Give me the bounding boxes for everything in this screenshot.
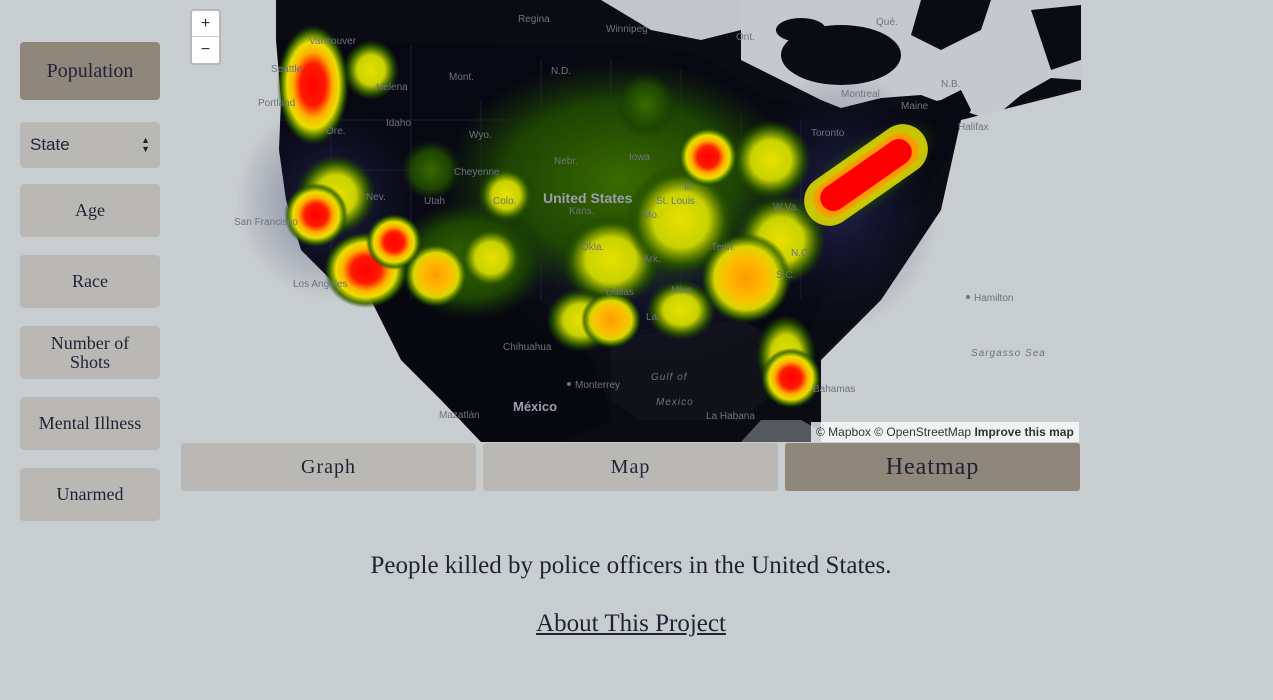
map-label-iowa: Iowa: [629, 152, 651, 163]
mapbox-attribution-link[interactable]: © Mapbox: [816, 425, 871, 439]
map-label-ont: Ont.: [736, 32, 755, 43]
tab-graph[interactable]: Graph: [181, 443, 476, 491]
osm-attribution-link[interactable]: © OpenStreetMap: [874, 425, 972, 439]
map-label-mont: Mont.: [449, 72, 474, 83]
map-label-maine: Maine: [901, 101, 929, 112]
map-label-colo: Colo.: [493, 196, 516, 207]
map-label-regina: Regina: [518, 14, 550, 25]
map-label-dallas: Dallas: [606, 287, 634, 298]
tab-heatmap[interactable]: Heatmap: [785, 443, 1080, 491]
map-label-nc: N.C.: [791, 248, 811, 259]
map-label-halifax: Halifax: [958, 122, 989, 133]
unarmed-button[interactable]: Unarmed: [20, 468, 160, 521]
map-label-mo: Mo.: [643, 210, 660, 221]
map-label-los-angeles: Los Angeles: [293, 279, 348, 290]
map-label-seattle: Seattle: [271, 64, 303, 75]
race-button[interactable]: Race: [20, 255, 160, 308]
map-label-nb: N.B.: [941, 79, 960, 90]
map-label-la-habana: La Habana: [706, 411, 755, 422]
map-label-winnipeg: Winnipeg: [606, 24, 648, 35]
map-label-gulf: Gulf of: [651, 372, 688, 383]
map-label-que: Qué.: [876, 17, 898, 28]
map-attribution: © Mapbox © OpenStreetMap Improve this ma…: [811, 422, 1079, 442]
map-label-mazatlan: Mazatlán: [439, 410, 480, 421]
map-label-san-francisco: San Francisco: [234, 217, 298, 228]
about-project-link[interactable]: About This Project: [536, 610, 726, 637]
map-label-st-louis: St. Louis: [656, 196, 695, 207]
mental-illness-button[interactable]: Mental Illness: [20, 397, 160, 450]
improve-map-link[interactable]: Improve this map: [974, 425, 1074, 439]
map-label-portland: Portland: [258, 98, 295, 109]
map-label-gulf-mexico: Mexico: [656, 397, 694, 408]
map-label-vancouver: Vancouver: [309, 36, 357, 47]
map-label-united-states: United States: [543, 190, 633, 206]
map-label-monterrey: Monterrey: [575, 380, 620, 391]
map-label-montreal: Montreal: [841, 89, 880, 100]
zoom-out-button[interactable]: −: [200, 41, 211, 58]
view-tabs: Graph Map Heatmap: [181, 443, 1081, 491]
heatmap-map[interactable]: Regina Winnipeg Ont. Qué. Vancouver Seat…: [181, 0, 1081, 442]
map-label-helena: Helena: [376, 82, 408, 93]
map-label-nev: Nev.: [366, 192, 386, 203]
select-arrows-icon: ▲ ▼: [141, 135, 150, 154]
map-label-miss: Miss.: [671, 285, 694, 296]
map-label-okla: Okla.: [581, 242, 604, 253]
map-label-toronto: Toronto: [811, 128, 845, 139]
map-label-ill: Ill.: [684, 182, 694, 193]
map-label-ore: Ore.: [326, 126, 345, 137]
state-select-value: State: [30, 135, 70, 154]
number-of-shots-button[interactable]: Number of Shots: [20, 326, 160, 379]
map-label-cheyenne: Cheyenne: [454, 167, 500, 178]
tab-map[interactable]: Map: [483, 443, 778, 491]
zoom-controls: + −: [191, 10, 220, 64]
population-button[interactable]: Population: [20, 42, 160, 100]
map-label-ark: Ark.: [643, 254, 661, 265]
map-label-utah: Utah: [424, 196, 445, 207]
map-label-sargasso: Sargasso Sea: [971, 348, 1046, 359]
page-caption: People killed by police officers in the …: [370, 552, 892, 579]
heatmap-layer: [277, 25, 942, 408]
state-select[interactable]: State ▲ ▼: [20, 122, 160, 168]
map-label-wva: W.Va.: [773, 202, 799, 213]
map-label-sc: S.C.: [776, 270, 795, 281]
age-button[interactable]: Age: [20, 184, 160, 237]
map-label-idaho: Idaho: [386, 118, 411, 129]
map-label-kans: Kans.: [569, 206, 595, 217]
zoom-in-button[interactable]: +: [192, 11, 219, 37]
map-label-nd: N.D.: [551, 66, 571, 77]
map-label-tenn: Tenn.: [711, 242, 735, 253]
map-label-chihuahua: Chihuahua: [503, 342, 552, 353]
map-label-wyo: Wyo.: [469, 130, 492, 141]
map-canvas: Regina Winnipeg Ont. Qué. Vancouver Seat…: [181, 0, 1081, 442]
map-label-mexico: México: [513, 399, 557, 414]
map-label-la: La.: [646, 312, 660, 323]
map-label-nebr: Nebr.: [554, 156, 578, 167]
map-label-hamilton: Hamilton: [974, 293, 1013, 304]
map-label-bahamas: Bahamas: [813, 384, 855, 395]
